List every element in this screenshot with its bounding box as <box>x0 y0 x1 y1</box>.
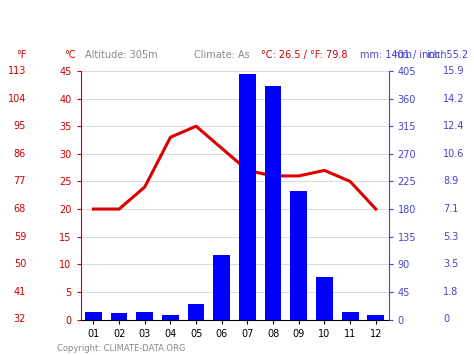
Text: °C: 26.5 / °F: 79.8: °C: 26.5 / °F: 79.8 <box>261 50 347 60</box>
Text: 68: 68 <box>14 204 26 214</box>
Text: Climate: As: Climate: As <box>194 50 250 60</box>
Text: 8.9: 8.9 <box>443 176 458 186</box>
Text: 41: 41 <box>14 287 26 297</box>
Bar <box>239 74 256 320</box>
Text: 1.8: 1.8 <box>443 287 458 297</box>
Text: mm: mm <box>393 50 412 60</box>
Text: 77: 77 <box>14 176 26 186</box>
Bar <box>265 86 282 320</box>
Bar <box>111 313 128 320</box>
Text: °F: °F <box>16 50 26 60</box>
Text: 104: 104 <box>8 94 26 104</box>
Text: 5.3: 5.3 <box>443 232 458 242</box>
Bar <box>137 312 153 320</box>
Text: Copyright: CLIMATE-DATA.ORG: Copyright: CLIMATE-DATA.ORG <box>57 344 185 353</box>
Bar <box>367 315 384 320</box>
Text: 86: 86 <box>14 149 26 159</box>
Text: mm: 1401 / inch: 55.2: mm: 1401 / inch: 55.2 <box>360 50 468 60</box>
Text: 14.2: 14.2 <box>443 94 465 104</box>
Text: Altitude: 305m: Altitude: 305m <box>85 50 158 60</box>
Text: inch: inch <box>427 50 447 60</box>
Bar <box>85 312 102 320</box>
Bar <box>162 315 179 320</box>
Bar <box>213 255 230 320</box>
Text: 0: 0 <box>443 315 449 324</box>
Text: 10.6: 10.6 <box>443 149 465 159</box>
Text: 113: 113 <box>8 66 26 76</box>
Text: 12.4: 12.4 <box>443 121 465 131</box>
Text: 50: 50 <box>14 259 26 269</box>
Text: 3.5: 3.5 <box>443 259 458 269</box>
Bar <box>316 277 333 320</box>
Text: 59: 59 <box>14 232 26 242</box>
Bar <box>291 191 307 320</box>
Text: 15.9: 15.9 <box>443 66 465 76</box>
Text: °C: °C <box>64 50 76 60</box>
Text: 32: 32 <box>14 315 26 324</box>
Bar <box>342 312 358 320</box>
Text: 7.1: 7.1 <box>443 204 458 214</box>
Text: 95: 95 <box>14 121 26 131</box>
Bar <box>188 304 204 320</box>
